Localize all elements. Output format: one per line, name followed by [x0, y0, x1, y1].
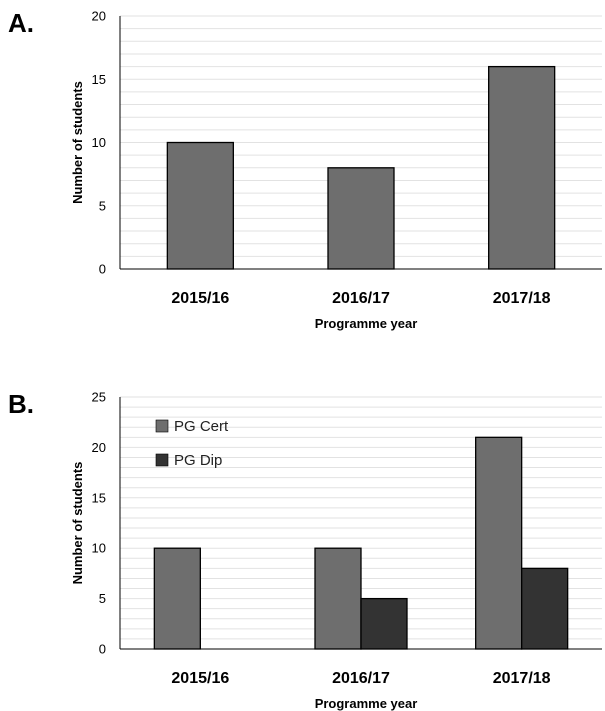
x-category-label: 2015/16 [171, 670, 229, 687]
x-category-label: 2015/16 [171, 290, 229, 307]
y-tick-label: 20 [92, 440, 106, 455]
y-tick-label: 10 [92, 135, 106, 150]
y-tick-label: 20 [92, 9, 106, 24]
x-category-label: 2016/17 [332, 670, 390, 687]
x-axis-title: Programme year [315, 696, 418, 711]
panel-label: B. [8, 389, 34, 419]
y-tick-label: 0 [99, 262, 106, 277]
y-tick-label: 15 [92, 72, 106, 87]
legend-label: PG Cert [174, 418, 229, 435]
chart-panel-2: B. 0 5 10 15 20 25 2015/16 2016/17 2017/18 Program… [8, 389, 602, 711]
legend: PG Cert PG Dip [155, 418, 229, 469]
y-tick-label: 15 [92, 490, 106, 505]
bar-value-2016-17 [327, 167, 395, 270]
y-axis-title: Number of students [70, 462, 85, 585]
y-tick-label: 25 [92, 390, 106, 405]
y-tick-label: 5 [99, 198, 106, 213]
bar-value-2015-16 [166, 141, 234, 270]
bar-pg-cert-2017-18 [475, 436, 523, 650]
y-tick-label: 0 [99, 642, 106, 657]
bar-pg-dip-2016-17 [360, 597, 408, 650]
x-axis-title: Programme year [315, 316, 418, 331]
chart-panel-1: A. 0 5 10 15 20 2015/16 2016/17 2017/18 Programme… [8, 8, 602, 331]
bar-pg-cert-2016-17 [314, 547, 362, 650]
bar-pg-cert-2015-16 [153, 547, 201, 650]
y-tick-label: 5 [99, 591, 106, 606]
x-category-label: 2016/17 [332, 290, 390, 307]
bar-value-2017-18 [488, 65, 556, 270]
panel-label: A. [8, 8, 34, 38]
legend-label: PG Dip [174, 452, 222, 469]
x-category-label: 2017/18 [493, 670, 551, 687]
legend-swatch [155, 419, 169, 433]
bar-pg-dip-2017-18 [521, 567, 569, 650]
x-category-label: 2017/18 [493, 290, 551, 307]
legend-swatch [155, 453, 169, 467]
y-axis-title: Number of students [70, 81, 85, 204]
y-tick-label: 10 [92, 541, 106, 556]
